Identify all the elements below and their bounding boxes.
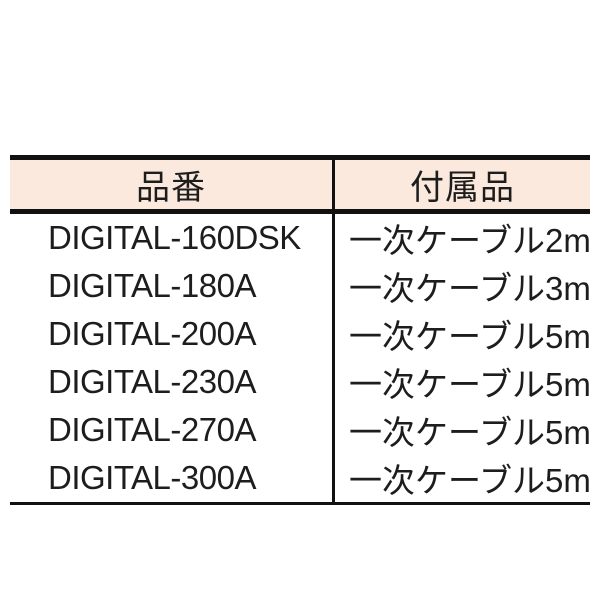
header-cell-part-number: 品番 bbox=[10, 155, 334, 214]
table-row: DIGITAL-160DSK 一次ケーブル2m bbox=[10, 211, 590, 262]
table-row: DIGITAL-230A 一次ケーブル5m bbox=[10, 358, 590, 406]
table-row: DIGITAL-270A 一次ケーブル5m bbox=[10, 406, 590, 454]
part-number-cell: DIGITAL-270A bbox=[48, 411, 256, 448]
accessory-cell: 一次ケーブル5m bbox=[332, 406, 590, 454]
accessory-cell: 一次ケーブル5m bbox=[332, 454, 590, 505]
part-number-cell: DIGITAL-160DSK bbox=[48, 219, 301, 256]
part-number-cell: DIGITAL-300A bbox=[10, 454, 334, 505]
table-body: DIGITAL-160DSK 一次ケーブル2m DIGITAL-180A 一次ケ… bbox=[10, 211, 590, 505]
accessory-cell: 一次ケーブル5m bbox=[332, 358, 590, 406]
accessory-cell: 一次ケーブル2m bbox=[332, 211, 590, 262]
table-header: 品番 付属品 bbox=[10, 155, 590, 214]
header-row: 品番 付属品 bbox=[10, 155, 590, 214]
accessory-cell: 一次ケーブル5m bbox=[332, 310, 590, 358]
table-row: DIGITAL-200A 一次ケーブル5m bbox=[10, 310, 590, 358]
header-cell-accessory: 付属品 bbox=[332, 155, 590, 214]
product-spec-table: 品番 付属品 DIGITAL-160DSK 一次ケーブル2m DIGITAL-1… bbox=[10, 155, 590, 505]
table-row: DIGITAL-300A 一次ケーブル5m bbox=[10, 454, 590, 505]
part-number-cell: DIGITAL-180A bbox=[48, 267, 256, 304]
part-number-cell: DIGITAL-230A bbox=[48, 363, 256, 400]
part-number-cell: DIGITAL-200A bbox=[48, 315, 256, 352]
table-row: DIGITAL-180A 一次ケーブル3m bbox=[10, 262, 590, 310]
accessory-cell: 一次ケーブル3m bbox=[332, 262, 590, 310]
